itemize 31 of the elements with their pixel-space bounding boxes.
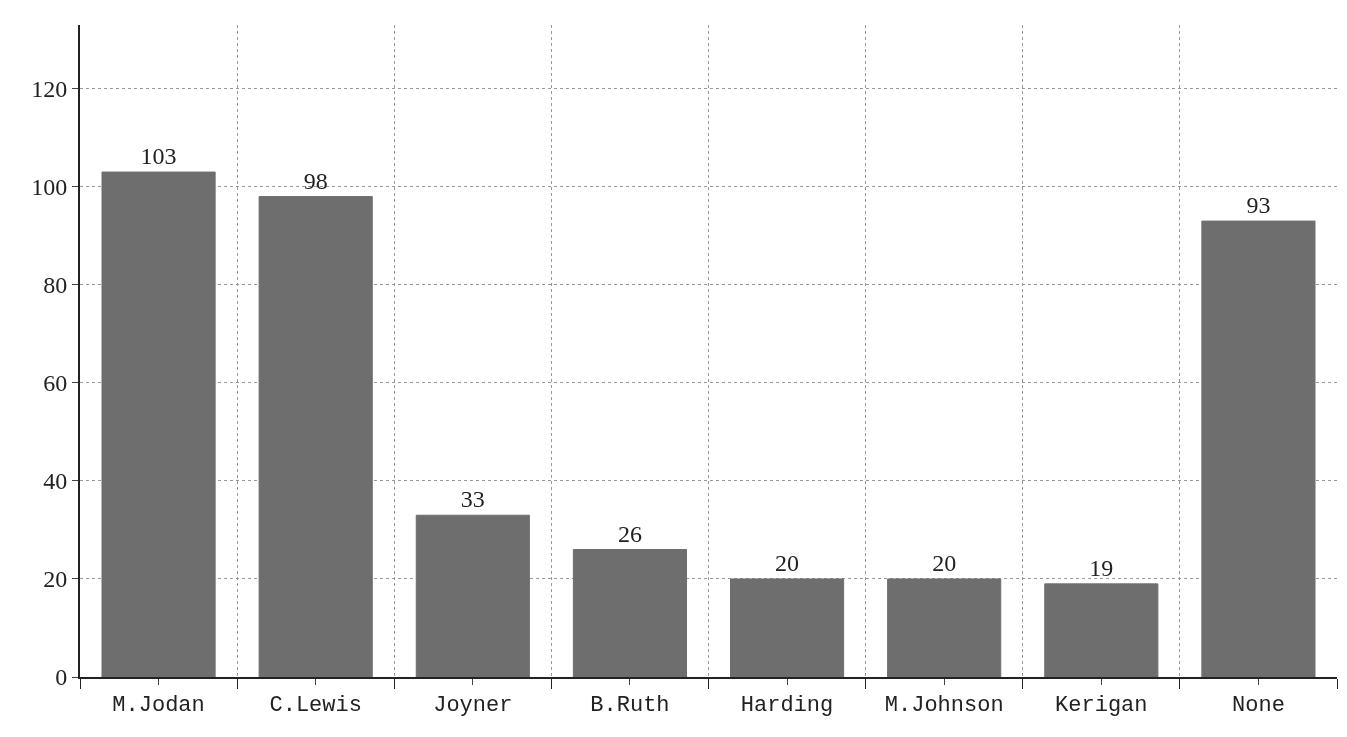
data-label: 103 (140, 143, 177, 170)
y-tick-label: 20 (43, 566, 68, 593)
bar (730, 578, 845, 677)
bar (1044, 583, 1159, 677)
data-label: 19 (1089, 554, 1114, 581)
bar (101, 171, 216, 677)
x-tick-label: M.Jodan (112, 693, 205, 719)
y-tick-label: 60 (43, 370, 68, 397)
bar (1201, 220, 1316, 677)
data-label: 20 (932, 549, 957, 576)
bar (258, 196, 373, 677)
data-label: 26 (617, 520, 642, 547)
x-tick-label: Kerigan (1055, 693, 1148, 719)
bar (572, 549, 687, 677)
y-tick-label: 100 (31, 174, 68, 201)
data-label: 93 (1246, 192, 1271, 219)
y-tick-label: 120 (31, 76, 68, 103)
bar (415, 514, 530, 677)
x-tick-label: C.Lewis (269, 693, 362, 719)
x-tick-label: None (1232, 693, 1285, 719)
y-tick-label: 80 (43, 272, 68, 299)
x-tick-label: M.Johnson (884, 693, 1004, 719)
x-tick-label: Harding (740, 693, 834, 719)
y-tick-label: 0 (55, 664, 68, 691)
data-label: 20 (775, 549, 800, 576)
data-label: 33 (460, 486, 485, 513)
data-label: 98 (303, 167, 328, 194)
x-tick-label: Joyner (433, 693, 513, 719)
x-tick-label: B.Ruth (590, 693, 670, 719)
bar (887, 578, 1002, 677)
y-tick-label: 40 (43, 468, 68, 495)
